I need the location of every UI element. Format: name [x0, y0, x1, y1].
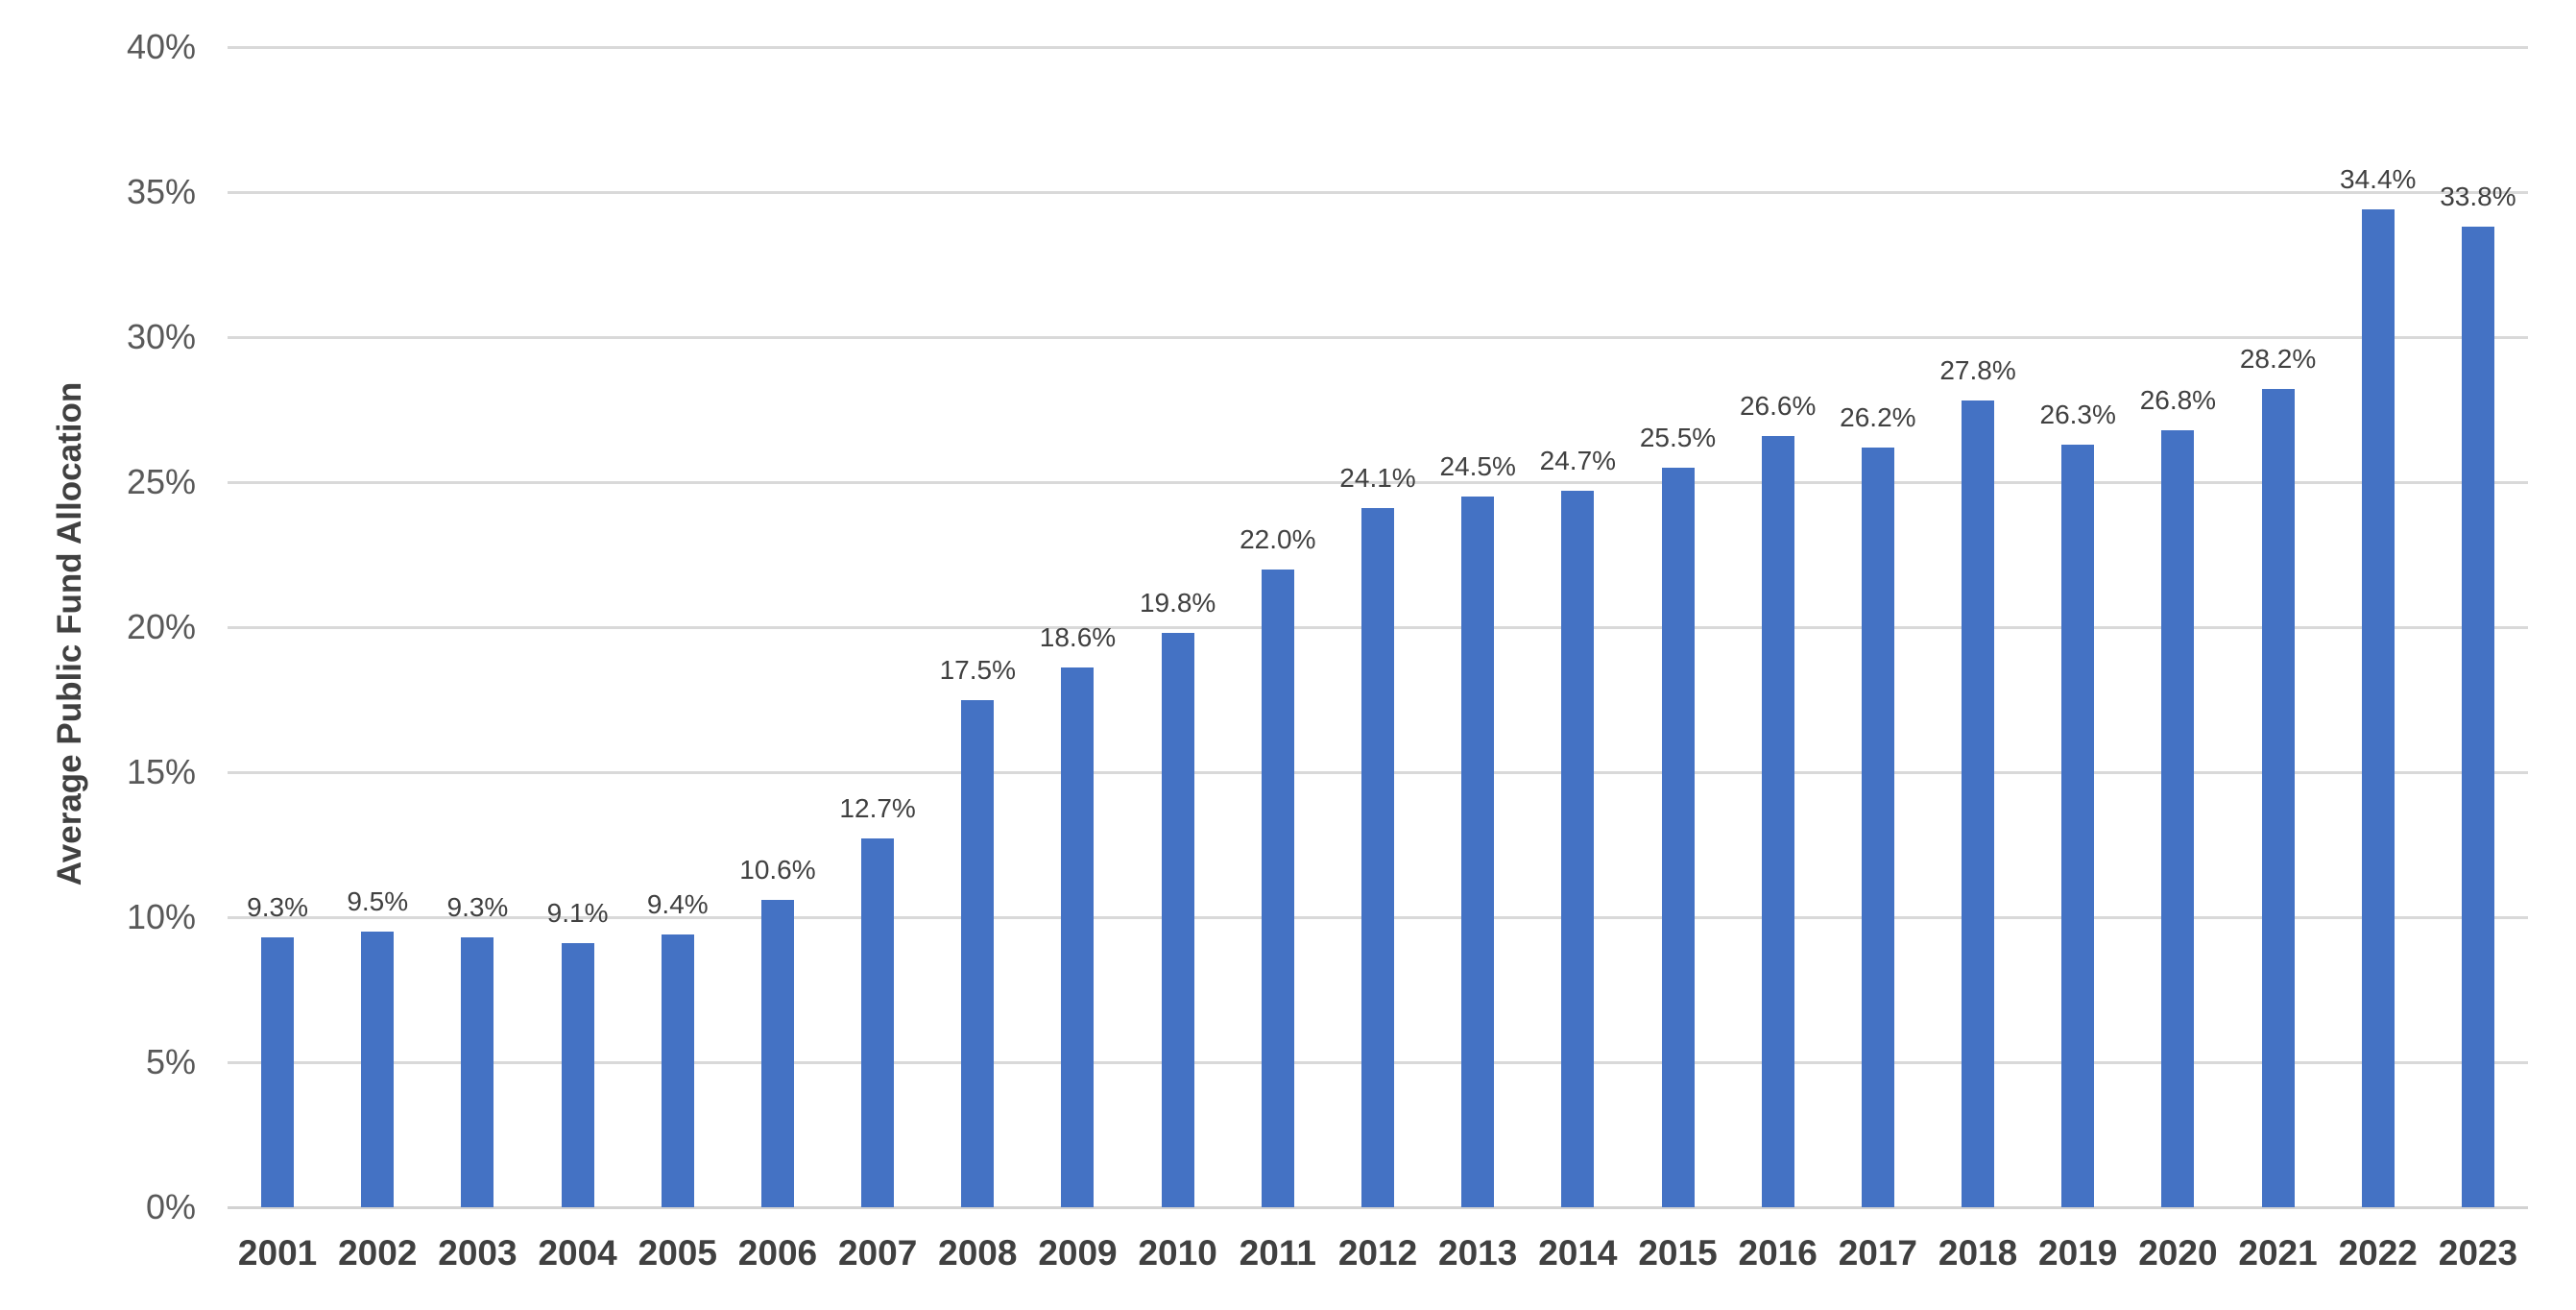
bar-value-label: 12.7%	[839, 793, 916, 824]
bar-2023	[2461, 227, 2494, 1207]
x-axis-label-2012: 2012	[1337, 1233, 1418, 1273]
bar-value-label: 26.8%	[2139, 384, 2217, 415]
bar-2005	[661, 934, 694, 1207]
bar-value-label: 9.3%	[247, 892, 308, 923]
y-tick-label: 30%	[126, 317, 196, 356]
bar-2003	[461, 937, 494, 1207]
bar-2012	[1361, 508, 1394, 1207]
bar-value-label: 34.4%	[2340, 164, 2417, 195]
x-axis-label-2001: 2001	[237, 1233, 318, 1273]
bar-value-label: 25.5%	[1639, 422, 1717, 452]
bar-value-label: 24.5%	[1439, 451, 1516, 482]
x-axis-label-2023: 2023	[2438, 1233, 2518, 1273]
x-axis-label-2013: 2013	[1438, 1233, 1518, 1273]
bar-2009	[1061, 667, 1095, 1207]
gridline	[228, 481, 2528, 484]
y-tick-label: 10%	[126, 897, 196, 936]
bar-value-label: 9.1%	[546, 898, 609, 929]
bar-2020	[2161, 429, 2195, 1207]
y-tick-label: 0%	[145, 1187, 196, 1226]
bar-value-label: 17.5%	[939, 654, 1016, 685]
y-tick-label: 20%	[126, 607, 196, 646]
x-axis-label-2006: 2006	[737, 1233, 818, 1273]
x-axis-label-2018: 2018	[1938, 1233, 2018, 1273]
bar-value-label: 26.6%	[1739, 390, 1817, 421]
x-axis-label-2016: 2016	[1738, 1233, 1818, 1273]
bar-value-label: 27.8%	[1939, 355, 2016, 386]
x-axis-label-2022: 2022	[2338, 1233, 2418, 1273]
bar-2015	[1661, 467, 1695, 1207]
y-tick-label: 15%	[126, 752, 196, 791]
x-axis-label-2003: 2003	[438, 1233, 518, 1273]
bar-2004	[561, 943, 594, 1207]
bar-2002	[361, 932, 395, 1207]
x-axis-label-2019: 2019	[2038, 1233, 2118, 1273]
x-axis-label-2017: 2017	[1838, 1233, 1918, 1273]
bar-value-label: 24.7%	[1539, 446, 1617, 476]
x-axis-label-2015: 2015	[1638, 1233, 1718, 1273]
bar-value-label: 10.6%	[739, 854, 816, 885]
bar-value-label: 9.5%	[347, 886, 409, 917]
bar-value-label: 26.2%	[1840, 401, 1916, 432]
bar-value-label: 9.4%	[646, 889, 709, 920]
bar-2017	[1861, 447, 1894, 1207]
x-axis-label-2009: 2009	[1038, 1233, 1118, 1273]
bar-value-label: 26.3%	[2039, 399, 2116, 429]
bar-2018	[1962, 400, 1995, 1207]
y-tick-label: 35%	[126, 172, 196, 211]
bar-value-label: 9.3%	[446, 892, 509, 923]
bar-2022	[2361, 209, 2395, 1207]
x-axis-label-2020: 2020	[2138, 1233, 2218, 1273]
x-axis-label-2004: 2004	[538, 1233, 617, 1273]
bar-2013	[1461, 497, 1495, 1207]
bar-value-label: 24.1%	[1339, 463, 1416, 494]
x-axis-label-2011: 2011	[1239, 1233, 1316, 1273]
x-axis-label-2008: 2008	[938, 1233, 1018, 1273]
x-axis-label-2014: 2014	[1538, 1233, 1618, 1273]
bar-2016	[1761, 435, 1794, 1207]
gridline	[228, 336, 2528, 339]
bar-2014	[1561, 491, 1595, 1207]
x-axis-line	[228, 1206, 2528, 1209]
bar-2006	[760, 899, 794, 1207]
bar-value-label: 28.2%	[2239, 344, 2317, 375]
x-axis-label-2010: 2010	[1138, 1233, 1217, 1273]
y-tick-label: 40%	[126, 27, 196, 66]
x-axis-label-2005: 2005	[638, 1233, 717, 1273]
bar-2021	[2261, 389, 2295, 1207]
gridline	[228, 46, 2528, 49]
bar-value-label: 18.6%	[1039, 622, 1117, 653]
bar-value-label: 22.0%	[1240, 523, 1316, 554]
x-axis-label-2002: 2002	[338, 1233, 418, 1273]
bar-value-label: 19.8%	[1139, 588, 1216, 619]
x-axis-label-2021: 2021	[2238, 1233, 2318, 1273]
bar-value-label: 33.8%	[2440, 182, 2516, 212]
bar-2019	[2061, 444, 2095, 1207]
y-tick-label: 5%	[145, 1042, 196, 1081]
bar-2011	[1261, 569, 1294, 1207]
bar-2007	[861, 838, 895, 1207]
bar-2001	[261, 937, 295, 1207]
gridline	[228, 191, 2528, 194]
y-tick-label: 25%	[126, 462, 196, 501]
x-axis-label-2007: 2007	[837, 1233, 918, 1273]
bar-2008	[961, 699, 995, 1207]
bar-2010	[1161, 633, 1194, 1207]
